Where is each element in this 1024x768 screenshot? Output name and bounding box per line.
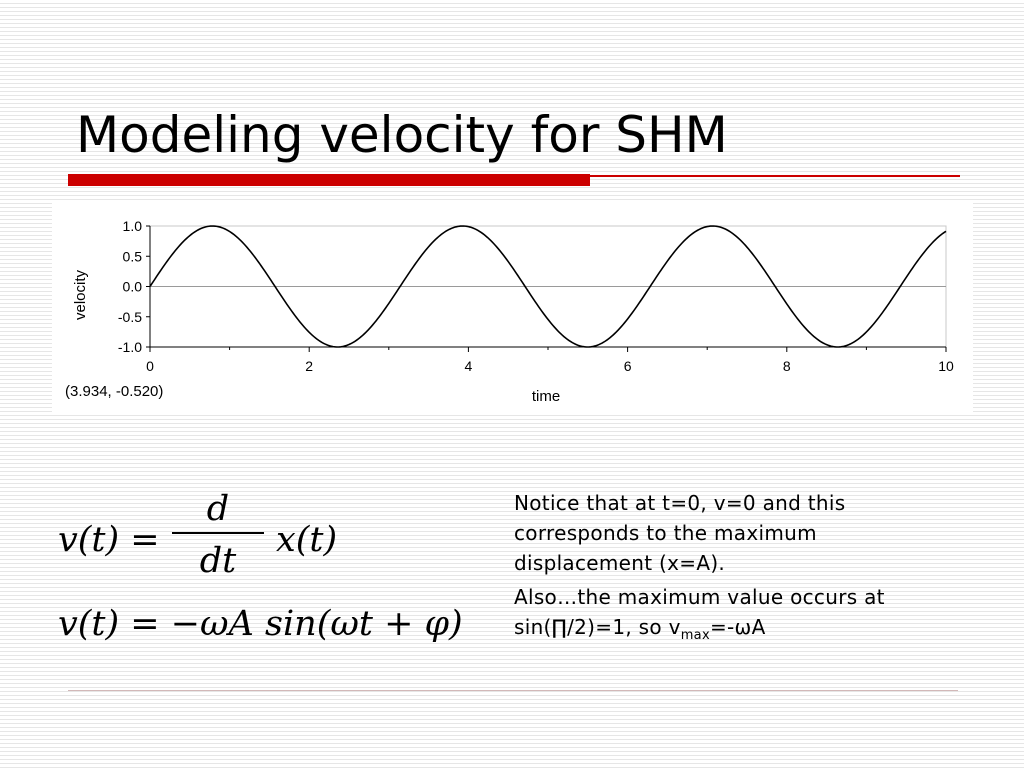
x-tick-label: 2 [305, 358, 313, 374]
notes-text: Notice that at t=0, v=0 and this corresp… [514, 488, 954, 646]
velocity-formula: v(t) = −ωA sin(ωt + φ) [58, 604, 463, 644]
x-tick-label: 4 [465, 358, 473, 374]
fraction-numerator: d [206, 489, 230, 529]
fraction-bar [172, 532, 264, 534]
formula1-rhs: x(t) [276, 520, 338, 560]
title-accent-bar [68, 174, 590, 186]
x-tick-label: 10 [938, 358, 954, 374]
note-1: Notice that at t=0, v=0 and this corresp… [514, 491, 846, 575]
x-tick-label: 6 [624, 358, 632, 374]
x-axis-label: time [532, 388, 560, 405]
v-max-subscript: max [680, 628, 710, 643]
y-tick-label: -0.5 [118, 309, 142, 325]
velocity-series-line [149, 225, 947, 348]
x-tick-label: 8 [783, 358, 791, 374]
y-tick-label: 0.5 [123, 248, 143, 264]
chart-svg: 1.0 0.5 0.0 -0.5 -1.00 2 4 6 8 10 velocity time (… [65, 218, 954, 405]
title-accent-line [590, 175, 960, 177]
y-tick-label: 0.0 [123, 279, 143, 295]
x-tick-label: 0 [146, 358, 154, 374]
y-tick-label: 1.0 [123, 218, 143, 234]
slide-title: Modeling velocity for SHM [76, 106, 728, 164]
formula1-lhs: v(t) = [58, 520, 160, 560]
velocity-chart: 1.0 0.5 0.0 -0.5 -1.0 0 2 4 6 8 10 velocity time (… [52, 201, 973, 414]
y-axis-label: velocity [72, 269, 89, 320]
cursor-readout: (3.934, -0.520) [65, 383, 163, 400]
fraction-denominator: dt [199, 541, 237, 581]
y-tick-label: -1.0 [118, 339, 142, 355]
note-2: Also…the maximum value occurs at sin(∏/2… [514, 585, 885, 643]
derivative-fraction: d dt [168, 488, 268, 582]
footer-rule [68, 690, 958, 691]
